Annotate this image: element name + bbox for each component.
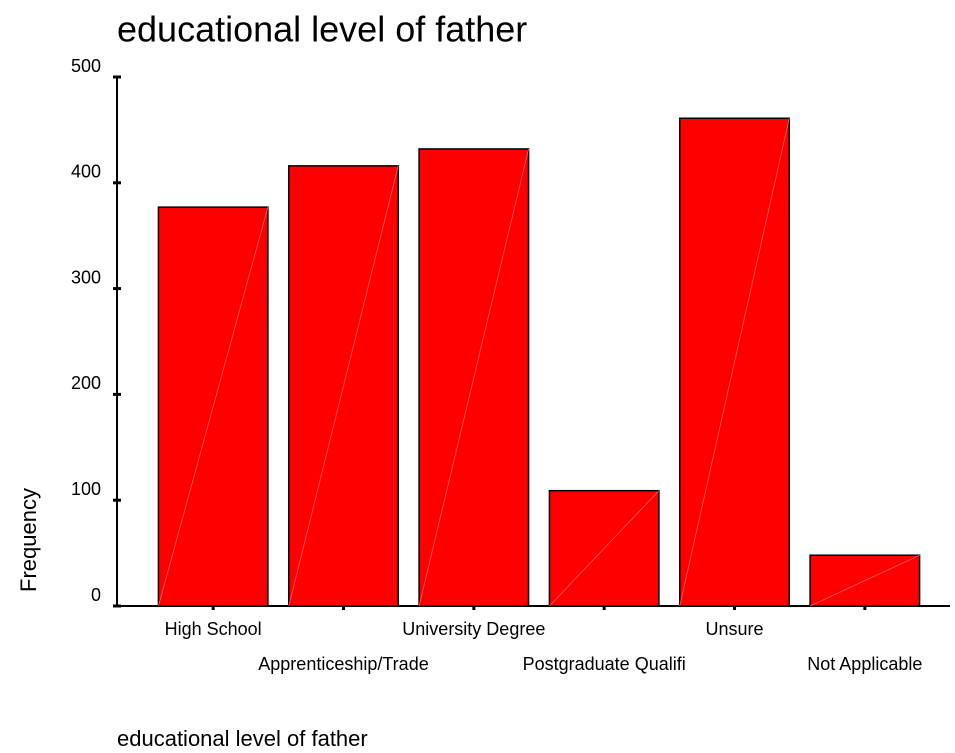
bar-sheen bbox=[418, 148, 529, 607]
bar-sheen bbox=[288, 165, 399, 607]
bar-sheen bbox=[679, 118, 790, 607]
y-tick-label: 200 bbox=[71, 373, 101, 393]
x-tick-label: Postgraduate Qualifi bbox=[523, 654, 686, 674]
y-tick-label: 0 bbox=[91, 585, 101, 605]
x-tick-label: Not Applicable bbox=[807, 654, 922, 674]
bar-sheen bbox=[809, 554, 920, 607]
y-axis-label: Frequency bbox=[16, 488, 41, 592]
y-tick-label: 400 bbox=[71, 162, 101, 182]
y-tick-label: 500 bbox=[71, 56, 101, 76]
y-tick-label: 100 bbox=[71, 479, 101, 499]
bar-sheen bbox=[549, 490, 660, 607]
x-tick-label: Unsure bbox=[705, 619, 763, 639]
x-tick-label: High School bbox=[165, 619, 262, 639]
x-tick-label: University Degree bbox=[402, 619, 545, 639]
x-tick-label: Apprenticeship/Trade bbox=[258, 654, 428, 674]
y-tick-label: 300 bbox=[71, 267, 101, 287]
x-axis-label: educational level of father bbox=[117, 726, 368, 751]
bar-sheen bbox=[158, 207, 269, 607]
chart-title: educational level of father bbox=[117, 9, 527, 50]
